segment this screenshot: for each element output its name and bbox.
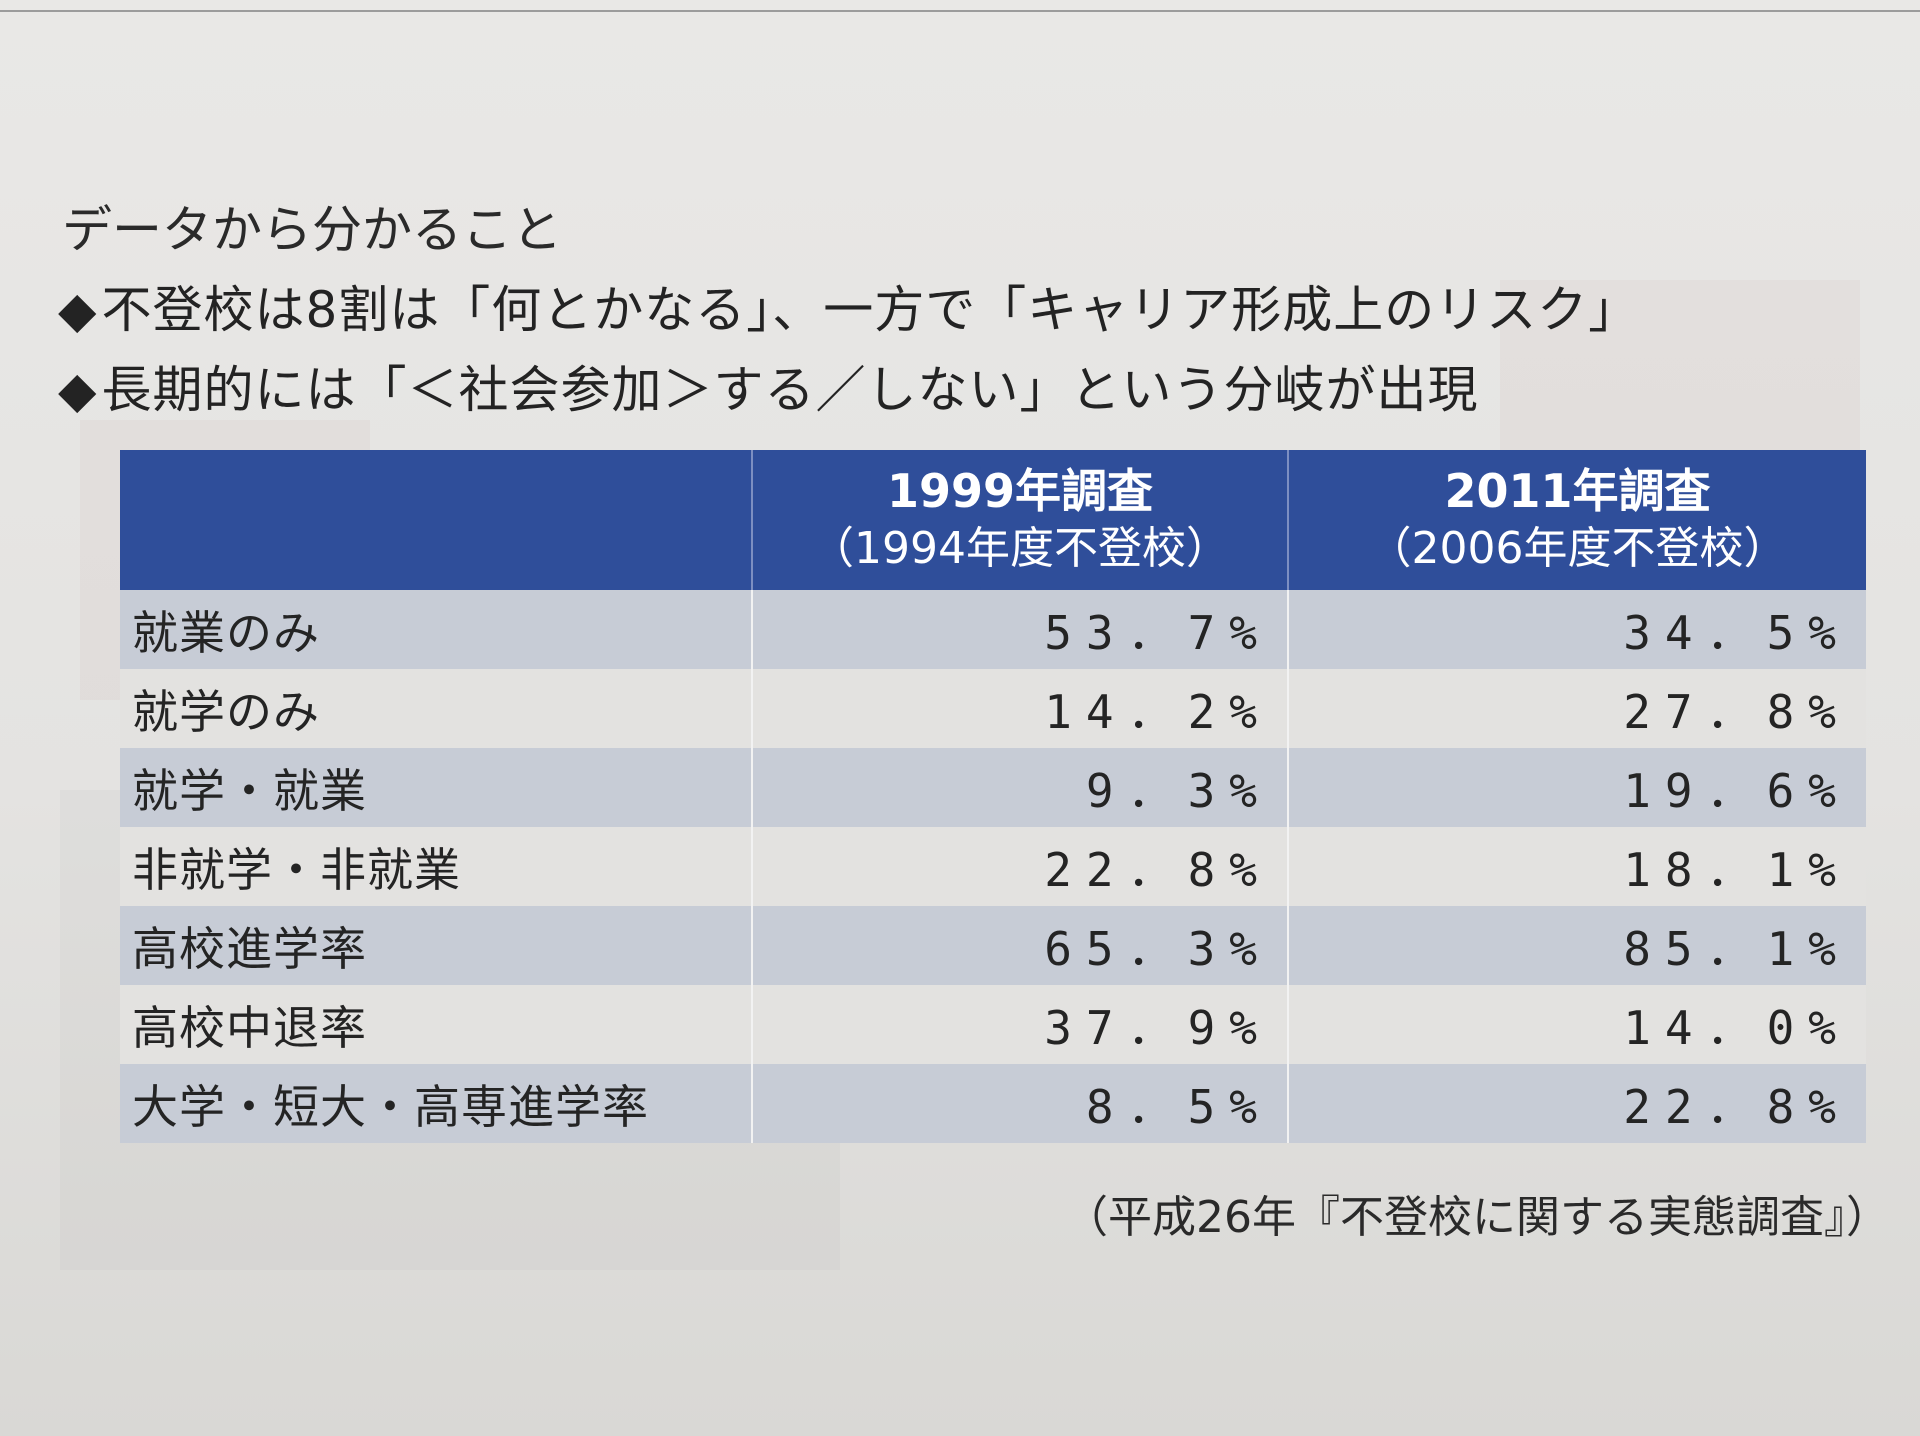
table-row: 就業のみ 53．7% 34．5% (120, 590, 1866, 669)
bullet-text-1: 不登校は8割は「何とかなる」、一方で「キャリア形成上のリスク」 (101, 281, 1640, 339)
row-label: 就学・就業 (120, 748, 753, 827)
value-1999: 9．3% (752, 748, 1289, 827)
header-label-cell (120, 450, 753, 590)
value-2011: 14．0% (1288, 985, 1866, 1064)
table-row: 高校中退率 37．9% 14．0% (120, 985, 1866, 1064)
top-rule (0, 10, 1920, 12)
header-2011-survey: 2011年調査 （2006年度不登校） (1288, 450, 1866, 590)
row-label: 非就学・非就業 (120, 827, 753, 906)
value-2011: 34．5% (1288, 590, 1866, 669)
table-header-row: 1999年調査 （1994年度不登校） 2011年調査 （2006年度不登校） (120, 450, 1866, 590)
bullet-point-2: ◆長期的には「＜社会参加＞する／しない」という分岐が出現 (58, 360, 1478, 420)
row-label: 就学のみ (120, 669, 753, 748)
bullet-point-1: ◆不登校は8割は「何とかなる」、一方で「キャリア形成上のリスク」 (58, 280, 1639, 340)
value-1999: 14．2% (752, 669, 1289, 748)
page-heading: データから分かること (62, 201, 562, 259)
header-1999-survey: 1999年調査 （1994年度不登校） (752, 450, 1289, 590)
value-2011: 85．1% (1288, 906, 1866, 985)
value-1999: 22．8% (752, 827, 1289, 906)
value-1999: 37．9% (752, 985, 1289, 1064)
header-1999-subtitle: （1994年度不登校） (810, 523, 1230, 574)
header-1999-title: 1999年調査 (886, 464, 1154, 518)
row-label: 高校中退率 (120, 985, 753, 1064)
bullet-text-2: 長期的には「＜社会参加＞する／しない」という分岐が出現 (101, 361, 1479, 419)
value-2011: 27．8% (1288, 669, 1866, 748)
value-1999: 8．5% (752, 1064, 1289, 1143)
value-1999: 65．3% (752, 906, 1289, 985)
diamond-bullet-icon: ◆ (58, 281, 98, 339)
table-row: 高校進学率 65．3% 85．1% (120, 906, 1866, 985)
header-2011-title: 2011年調査 (1444, 464, 1711, 518)
table-row: 非就学・非就業 22．8% 18．1% (120, 827, 1866, 906)
header-2011-subtitle: （2006年度不登校） (1367, 523, 1788, 574)
row-label: 高校進学率 (120, 906, 753, 985)
value-2011: 22．8% (1288, 1064, 1866, 1143)
row-label: 就業のみ (120, 590, 753, 669)
survey-comparison-table: 1999年調査 （1994年度不登校） 2011年調査 （2006年度不登校） … (120, 450, 1866, 1143)
diamond-bullet-icon: ◆ (58, 361, 98, 419)
value-2011: 19．6% (1288, 748, 1866, 827)
table-row: 就学のみ 14．2% 27．8% (120, 669, 1866, 748)
table-row: 就学・就業 9．3% 19．6% (120, 748, 1866, 827)
row-label: 大学・短大・高専進学率 (120, 1064, 753, 1143)
source-citation: （平成26年『不登校に関する実態調査』） (1064, 1192, 1890, 1243)
value-2011: 18．1% (1288, 827, 1866, 906)
table-row: 大学・短大・高専進学率 8．5% 22．8% (120, 1064, 1866, 1143)
value-1999: 53．7% (752, 590, 1289, 669)
